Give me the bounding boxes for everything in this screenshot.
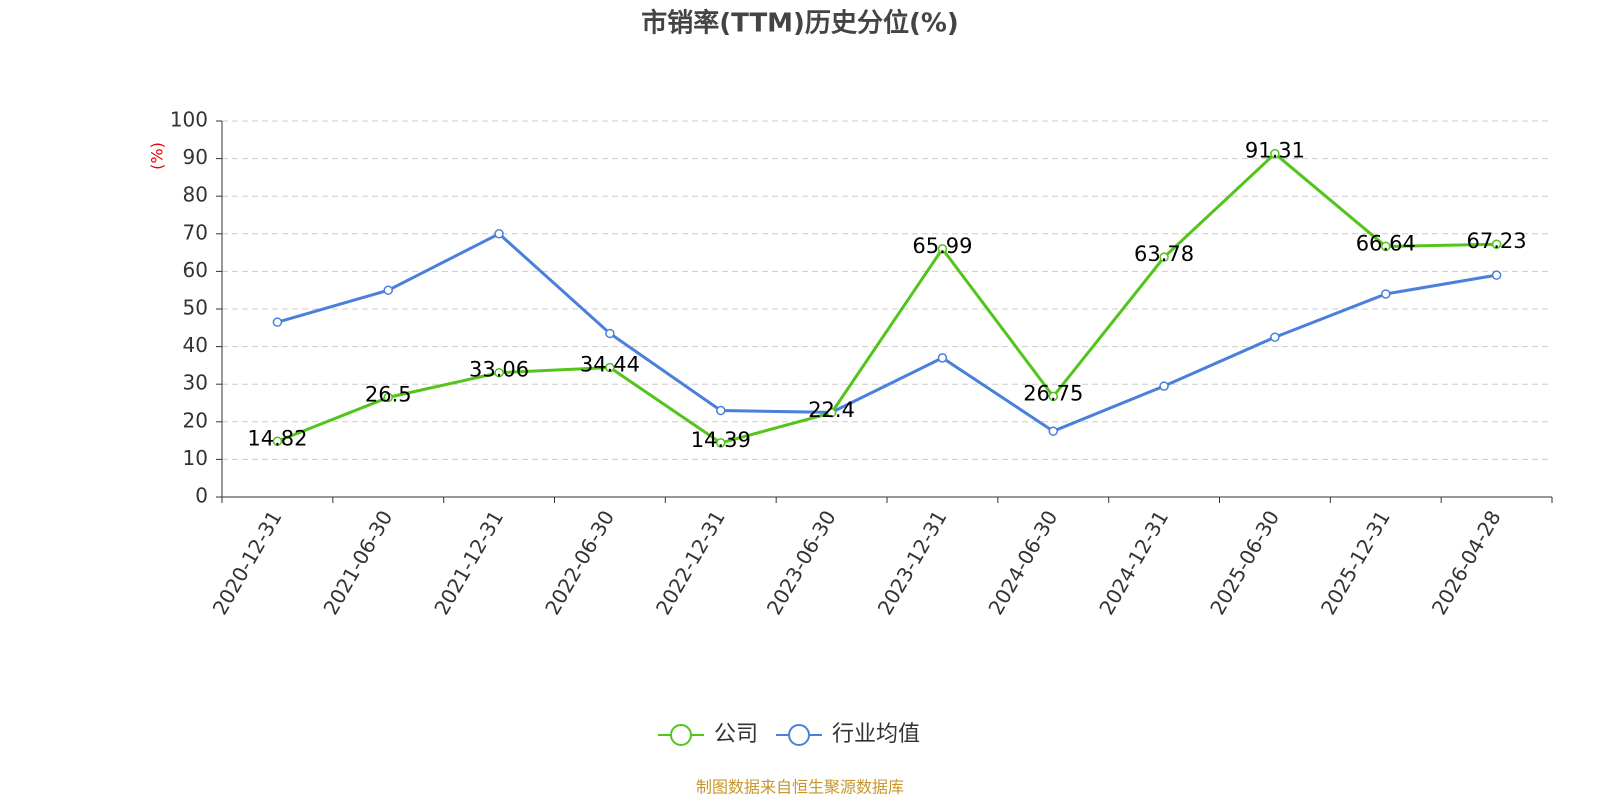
source-note: 制图数据来自恒生聚源数据库 xyxy=(696,778,904,797)
point xyxy=(826,408,837,418)
x-tick-label: 2024-12-31 xyxy=(1094,506,1173,619)
x-tick-label: 2024-06-30 xyxy=(983,506,1062,619)
x-tick-label: 2023-06-30 xyxy=(762,506,841,619)
data-label: 22.4 xyxy=(808,398,855,422)
legend-marker xyxy=(670,724,692,746)
y-axis-label: (%) xyxy=(148,142,167,170)
y-tick-label: 10 xyxy=(183,446,208,470)
point xyxy=(272,436,283,447)
x-tick-label: 2025-06-30 xyxy=(1205,506,1284,619)
series-line xyxy=(277,231,1497,433)
point xyxy=(605,362,615,373)
point xyxy=(272,317,283,327)
point xyxy=(383,285,393,295)
point xyxy=(1491,239,1502,249)
point xyxy=(494,367,504,378)
x-tick-label: 2025-12-31 xyxy=(1316,506,1395,619)
chart-title: 市销率(TTM)历史分位(%) xyxy=(641,8,959,39)
y-tick-label: 40 xyxy=(183,333,208,357)
data-label: 14.39 xyxy=(691,428,751,452)
data-label: 66.64 xyxy=(1356,231,1416,255)
point xyxy=(1048,391,1058,402)
legend-label: 行业均值 xyxy=(832,722,920,747)
point xyxy=(1048,426,1058,436)
y-tick-label: 50 xyxy=(183,296,208,320)
y-tick-label: 0 xyxy=(195,484,208,508)
y-tick-label: 80 xyxy=(183,183,208,207)
y-tick-label: 100 xyxy=(170,108,208,132)
y-tick-label: 70 xyxy=(183,220,208,244)
point xyxy=(716,438,726,448)
point xyxy=(716,405,726,416)
x-tick-label: 2023-12-31 xyxy=(873,506,952,619)
x-tick-label: 2026-04-28 xyxy=(1427,506,1506,619)
point xyxy=(1270,332,1280,342)
data-label: 26.75 xyxy=(1023,381,1083,405)
series-line xyxy=(276,151,1497,445)
data-label: 33.06 xyxy=(469,358,529,382)
point xyxy=(494,229,504,239)
point xyxy=(1270,148,1280,159)
legend-marker xyxy=(788,724,810,746)
y-tick-label: 60 xyxy=(183,258,208,282)
y-tick-label: 20 xyxy=(183,408,208,432)
point xyxy=(383,392,393,403)
point xyxy=(605,328,615,339)
data-label: 26.5 xyxy=(365,382,412,406)
x-tick-label: 2022-12-31 xyxy=(651,506,730,619)
point xyxy=(1381,289,1391,299)
data-label: 65.99 xyxy=(912,234,972,258)
y-tick-label: 30 xyxy=(183,371,208,395)
x-tick-label: 2022-06-30 xyxy=(540,506,619,619)
point xyxy=(1159,252,1169,262)
x-tick-label: 2020-12-31 xyxy=(208,506,287,619)
point xyxy=(937,244,948,254)
data-label: 63.78 xyxy=(1134,242,1194,266)
data-label: 67.23 xyxy=(1467,229,1527,253)
point xyxy=(1159,381,1169,391)
x-tick-label: 2021-06-30 xyxy=(318,506,397,619)
legend-label: 公司 xyxy=(714,722,758,747)
y-tick-label: 90 xyxy=(183,145,208,169)
data-label: 34.44 xyxy=(580,353,640,377)
data-label: 91.31 xyxy=(1245,139,1305,163)
x-tick-label: 2021-12-31 xyxy=(429,506,508,619)
point xyxy=(1381,241,1391,252)
data-label: 14.82 xyxy=(247,426,307,450)
point xyxy=(937,353,948,363)
point xyxy=(1491,270,1502,280)
